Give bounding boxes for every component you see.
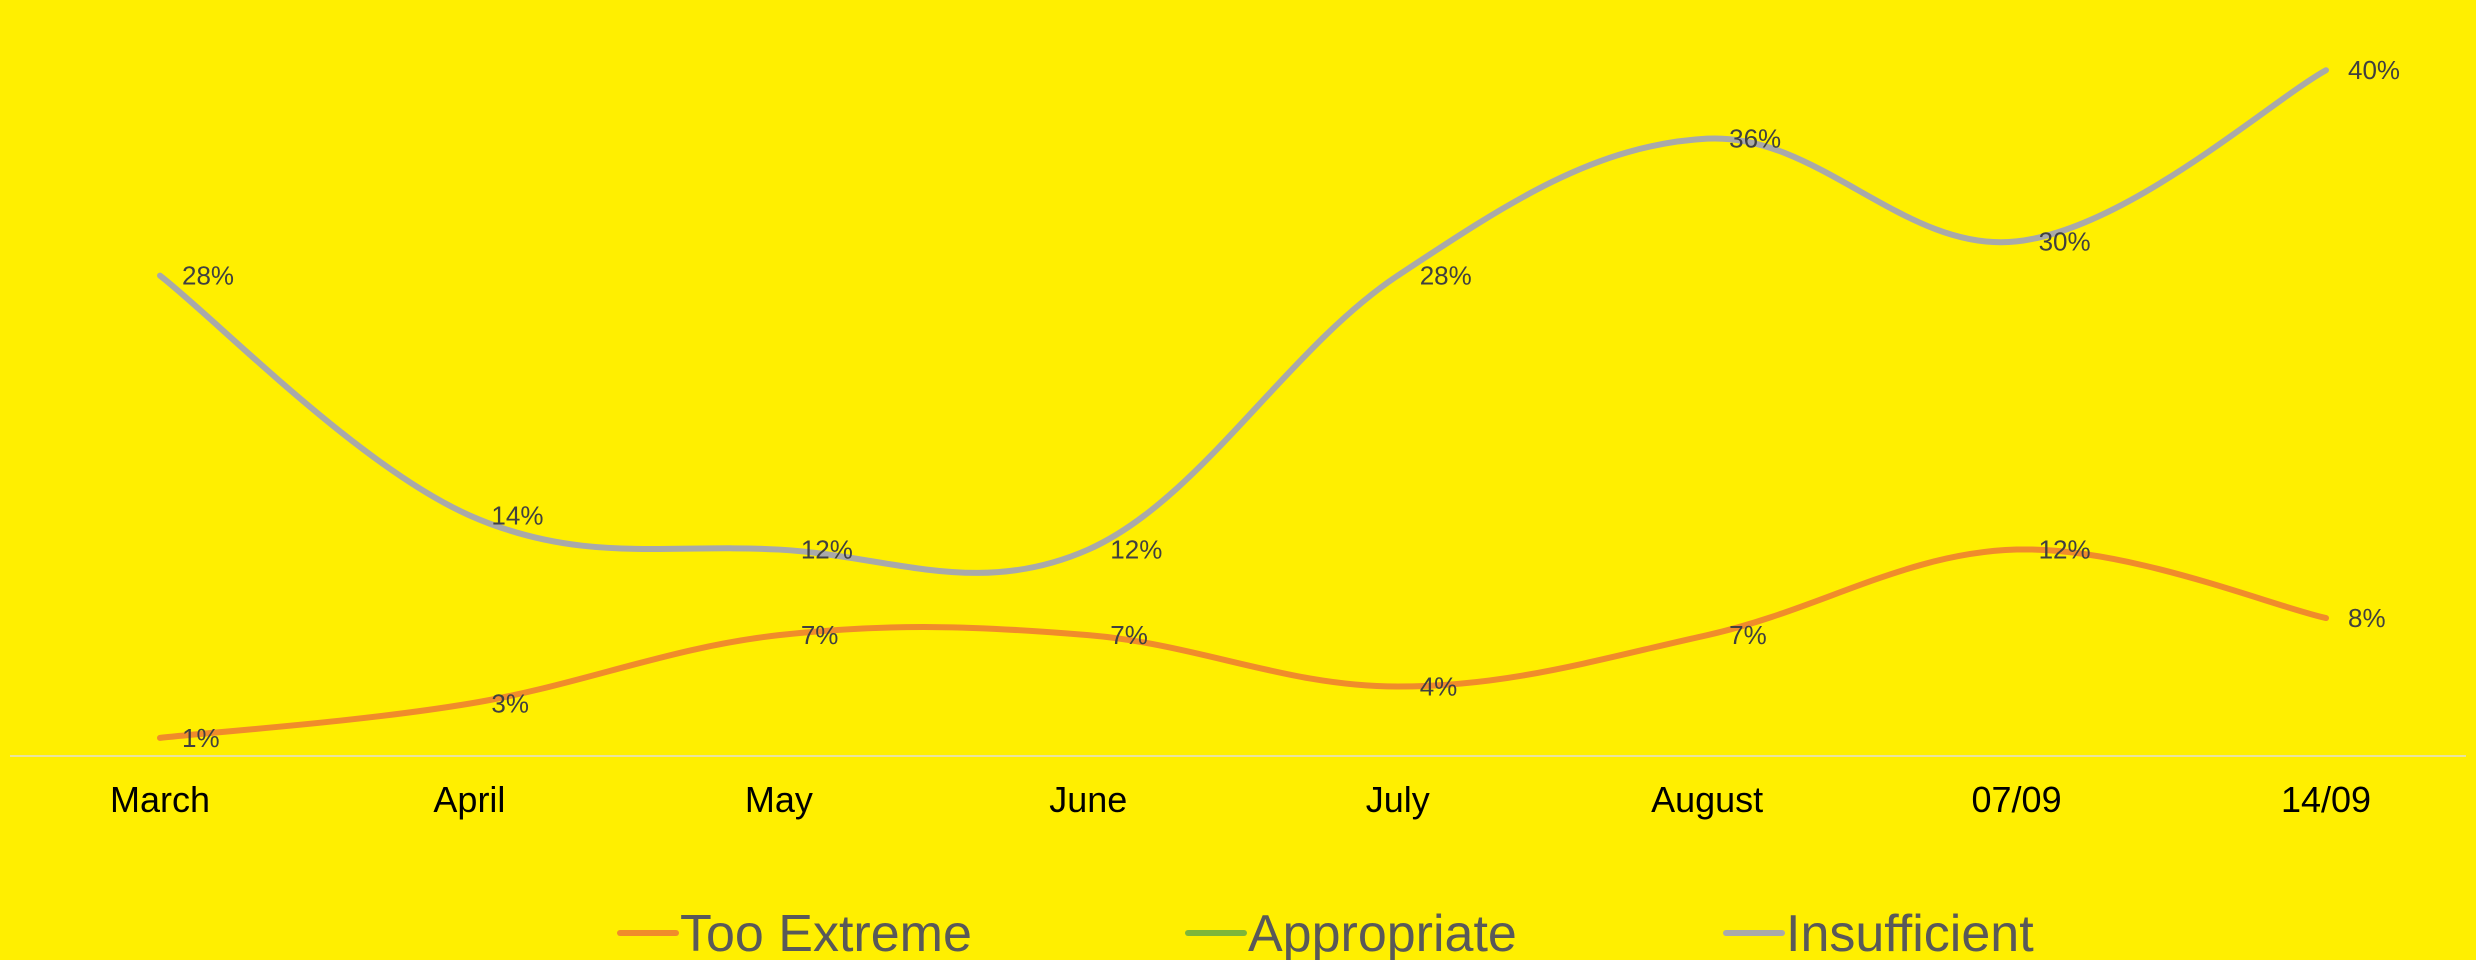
data-label-too-extreme: 4% [1420, 672, 1458, 702]
data-label-insufficient: 14% [491, 500, 543, 530]
x-axis-ticks: March April May June July August 07/09 14/09 [110, 779, 2371, 820]
data-label-insufficient: 36% [1729, 124, 1781, 154]
data-label-insufficient: 30% [2039, 226, 2091, 256]
data-label-too-extreme: 7% [1110, 620, 1148, 650]
legend: Too Extreme Appropriate Insufficient [617, 905, 2034, 960]
data-label-insufficient: 12% [801, 535, 853, 565]
x-tick-label: June [1049, 779, 1127, 820]
x-tick-label: April [433, 779, 505, 820]
data-labels: 1%3%7%7%4%7%12%8%71%83%81%80%68%58%58%52… [182, 55, 2400, 753]
legend-label-insufficient: Insufficient [1786, 905, 2034, 960]
data-label-too-extreme: 7% [801, 620, 839, 650]
x-tick-label: August [1651, 779, 1763, 820]
series-line-too-extreme [157, 546, 2329, 741]
x-tick-label: 14/09 [2281, 779, 2371, 820]
x-tick-label: July [1366, 779, 1430, 820]
data-label-too-extreme: 12% [2039, 535, 2091, 565]
series-line-insufficient [157, 67, 2329, 576]
x-tick-label: March [110, 779, 210, 820]
data-label-too-extreme: 8% [2348, 603, 2386, 633]
data-label-too-extreme: 7% [1729, 620, 1767, 650]
data-label-insufficient: 12% [1110, 535, 1162, 565]
series-layer [157, 67, 2329, 741]
legend-label-too-extreme: Too Extreme [680, 905, 972, 960]
data-label-insufficient: 28% [182, 261, 234, 291]
data-label-too-extreme: 1% [182, 723, 220, 753]
data-label-too-extreme: 3% [491, 689, 529, 719]
data-label-insufficient: 40% [2348, 55, 2400, 85]
x-tick-label: 07/09 [1972, 779, 2062, 820]
legend-label-appropriate: Appropriate [1248, 905, 1517, 960]
data-label-insufficient: 28% [1420, 261, 1472, 291]
x-tick-label: May [745, 779, 813, 820]
